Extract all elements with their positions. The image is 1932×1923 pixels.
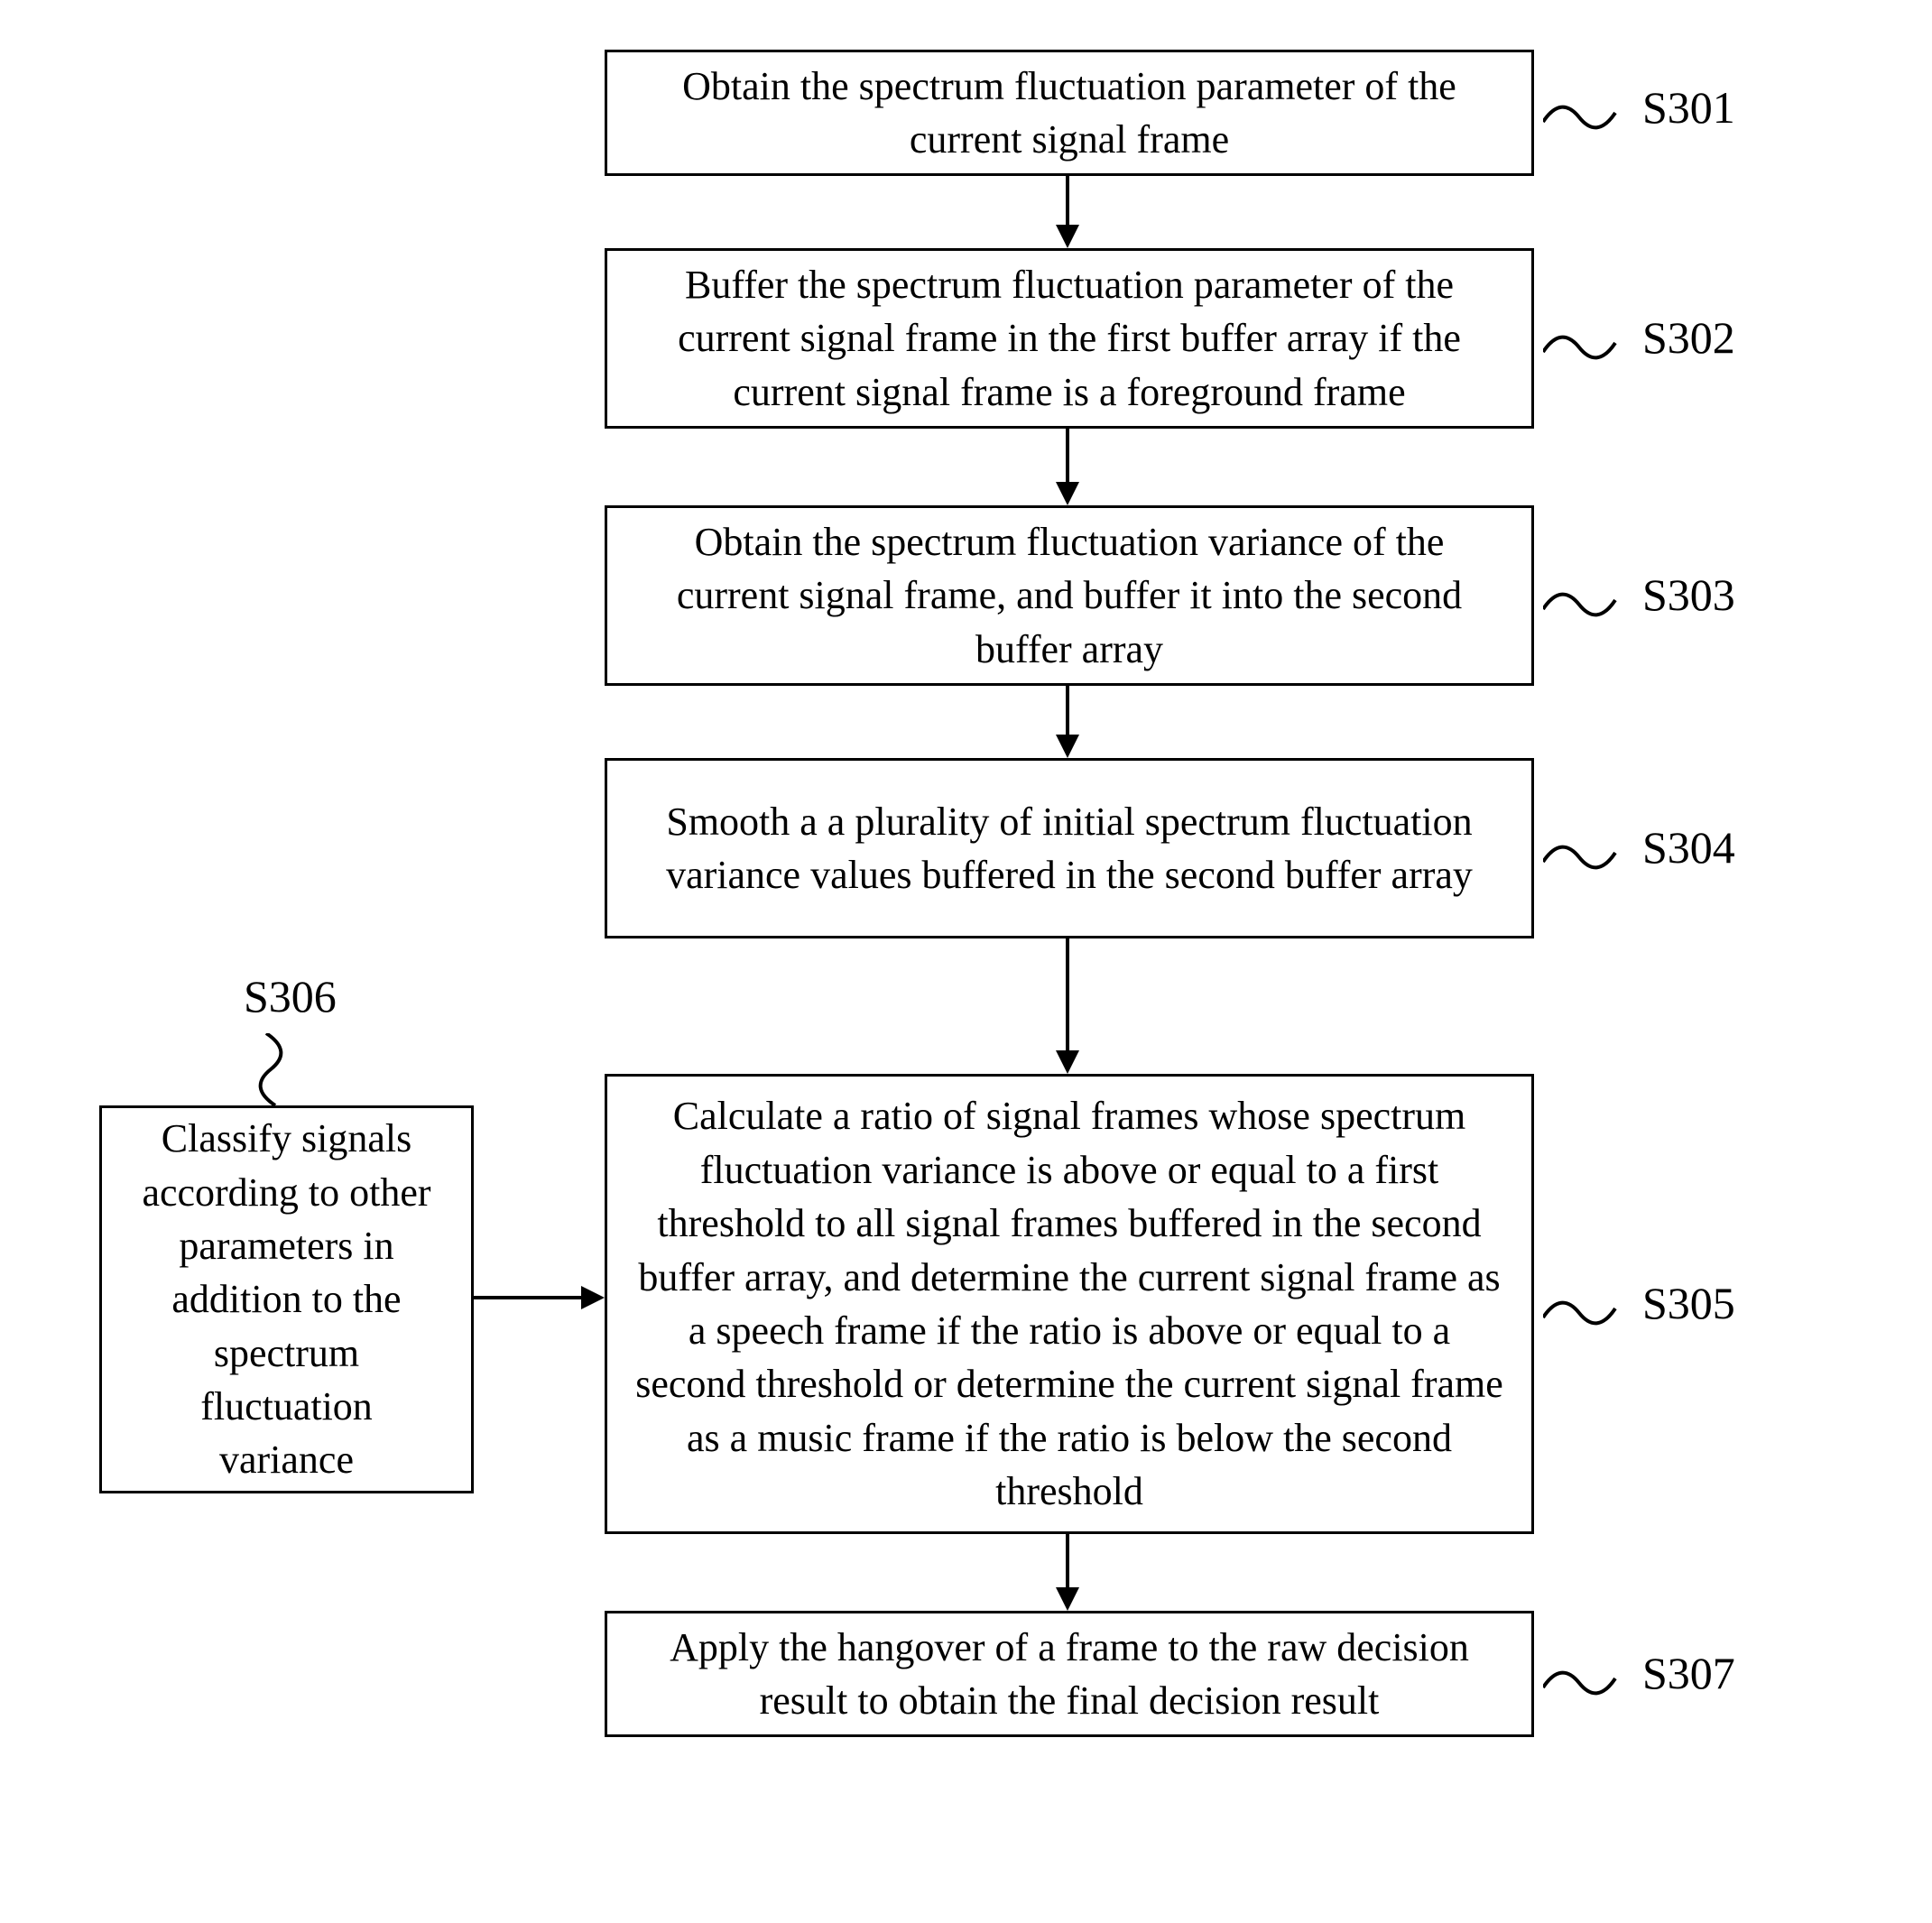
squiggle-icon [1543, 99, 1633, 135]
step-s301-label: S301 [1642, 81, 1735, 134]
squiggle-icon [1543, 1665, 1633, 1701]
step-s307-label: S307 [1642, 1647, 1735, 1699]
arrow-line [1066, 429, 1069, 484]
step-s307-box: Apply the hangover of a frame to the raw… [605, 1611, 1534, 1737]
arrow-head-icon [581, 1286, 605, 1309]
squiggle-icon [1543, 1295, 1633, 1331]
step-s304-box: Smooth a a plurality of initial spectrum… [605, 758, 1534, 938]
arrow-line [1066, 1534, 1069, 1589]
arrow-line [474, 1296, 583, 1299]
step-s304-text: Smooth a a plurality of initial spectrum… [634, 795, 1504, 902]
flowchart-container: Obtain the spectrum fluctuation paramete… [0, 0, 1932, 1923]
step-s302-label: S302 [1642, 311, 1735, 364]
step-s305-box: Calculate a ratio of signal frames whose… [605, 1074, 1534, 1534]
arrow-head-icon [1056, 225, 1079, 248]
step-s303-label: S303 [1642, 569, 1735, 621]
step-s303-text: Obtain the spectrum fluctuation variance… [634, 515, 1504, 676]
step-s307-text: Apply the hangover of a frame to the raw… [634, 1621, 1504, 1728]
step-s301-text: Obtain the spectrum fluctuation paramete… [634, 60, 1504, 167]
arrow-head-icon [1056, 482, 1079, 505]
arrow-line [1066, 176, 1069, 227]
step-s306-text: Classify signals according to other para… [129, 1112, 444, 1487]
step-s304-label: S304 [1642, 821, 1735, 874]
arrow-line [1066, 686, 1069, 736]
step-s302-text: Buffer the spectrum fluctuation paramete… [634, 258, 1504, 419]
squiggle-icon [1543, 587, 1633, 623]
arrow-head-icon [1056, 735, 1079, 758]
step-s301-box: Obtain the spectrum fluctuation paramete… [605, 50, 1534, 176]
arrow-head-icon [1056, 1050, 1079, 1074]
arrow-head-icon [1056, 1587, 1079, 1611]
step-s305-text: Calculate a ratio of signal frames whose… [634, 1089, 1504, 1518]
step-s306-box: Classify signals according to other para… [99, 1105, 474, 1493]
step-s306-label: S306 [244, 970, 337, 1022]
step-s305-label: S305 [1642, 1277, 1735, 1329]
step-s303-box: Obtain the spectrum fluctuation variance… [605, 505, 1534, 686]
squiggle-icon [1543, 839, 1633, 875]
step-s302-box: Buffer the spectrum fluctuation paramete… [605, 248, 1534, 429]
arrow-line [1066, 938, 1069, 1052]
squiggle-icon [253, 1033, 289, 1123]
squiggle-icon [1543, 329, 1633, 365]
